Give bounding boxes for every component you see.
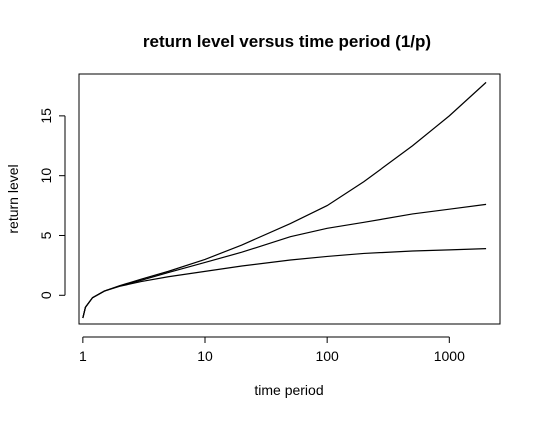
- y-tick-label: 5: [38, 231, 54, 239]
- x-tick-label: 100: [315, 348, 339, 364]
- x-axis: 1 10 100 1000: [79, 336, 465, 364]
- x-tick-label: 1000: [434, 348, 465, 364]
- plot-area-frame: [78, 73, 501, 325]
- series-line-1: [82, 248, 487, 319]
- series-line-3: [82, 81, 487, 319]
- y-tick-label: 15: [38, 108, 54, 124]
- y-axis: 0 5 10 15: [38, 108, 66, 299]
- y-tick-label: 10: [38, 168, 54, 184]
- y-tick-label: 0: [38, 291, 54, 299]
- series-layer: [82, 81, 487, 319]
- x-tick-label: 10: [197, 348, 213, 364]
- y-axis-label: return level: [5, 164, 21, 233]
- chart-title: return level versus time period (1/p): [143, 32, 431, 51]
- x-axis-label: time period: [254, 382, 323, 398]
- x-tick-label: 1: [79, 348, 87, 364]
